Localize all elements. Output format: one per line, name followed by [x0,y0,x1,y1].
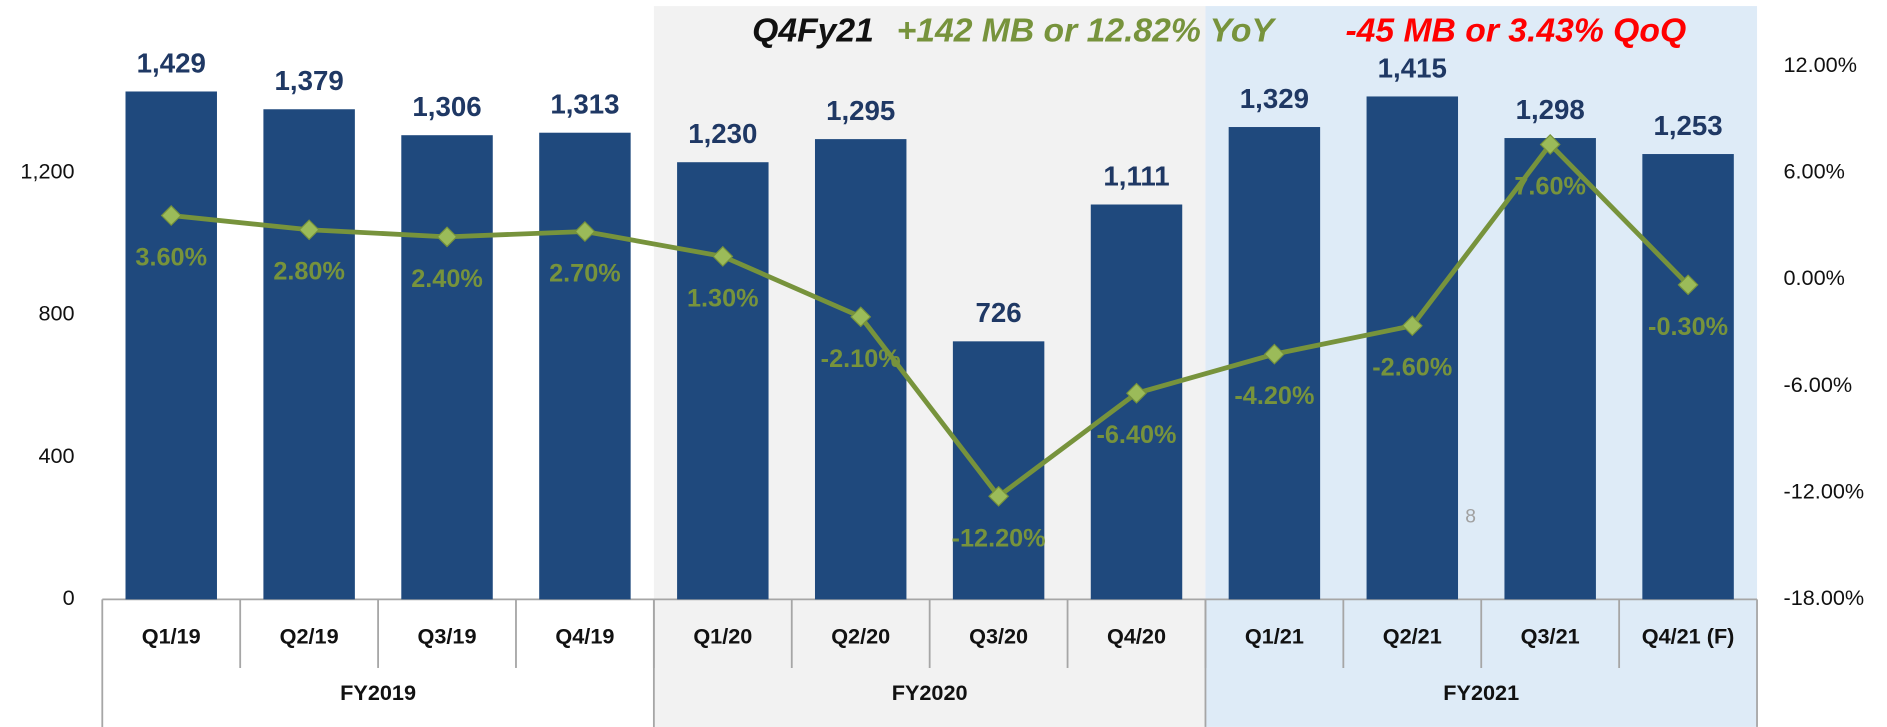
line-value-label: 7.60% [1514,172,1586,200]
line-value-label: 3.60% [135,244,207,272]
bar-value-label: 726 [976,297,1022,328]
y-tick-label: 800 [38,301,74,326]
bar [1504,138,1596,600]
y-tick-label: 1,200 [20,159,74,184]
bar-value-label: 1,379 [275,65,344,96]
x-tick-label: Q3/21 [1521,624,1580,649]
bar-value-label: 1,415 [1378,52,1447,83]
bar [952,341,1045,600]
line-value-label: -4.20% [1234,382,1314,410]
line-value-label: 1.30% [687,284,759,312]
bar-value-label: 1,429 [137,47,206,78]
x-tick-label: Q3/19 [418,624,477,649]
line-value-label: 2.70% [549,260,621,288]
y-tick-label: 400 [38,443,74,468]
group-label: FY2019 [340,680,416,705]
line-marker [1263,343,1285,365]
y-tick-label: 0 [63,585,75,610]
y2-tick-label: 12.00% [1784,52,1857,77]
bar [125,91,217,600]
x-tick-label: Q2/21 [1383,624,1442,649]
bar-value-label: 1,329 [1240,83,1309,114]
line-marker [298,219,320,241]
bar-value-label: 1,306 [412,91,481,122]
x-tick-label: Q4/21 (F) [1642,624,1735,649]
x-tick-label: Q1/21 [1245,624,1304,649]
y2-tick-label: -18.00% [1784,585,1865,610]
x-tick-label: Q4/20 [1107,624,1166,649]
x-tick-label: Q2/19 [280,624,339,649]
bar [263,109,355,600]
line [170,140,1690,500]
line-marker [1126,382,1147,404]
line-marker [574,221,596,242]
bar [677,162,769,600]
bar [539,132,631,600]
bar [1642,154,1734,600]
line-marker [160,205,182,227]
bar-value-label: 1,253 [1653,110,1722,141]
line-marker [850,306,872,328]
x-tick-label: Q2/20 [831,624,890,649]
bar-value-label: 1,313 [550,89,619,120]
x-tick-label: Q1/20 [693,624,752,649]
y2-tick-label: -6.00% [1784,372,1853,397]
bar-value-label: 1,230 [688,118,757,149]
page-number: 8 [1465,507,1476,528]
line-value-label: -2.60% [1372,354,1452,382]
line-value-label: 2.40% [411,265,483,293]
x-tick-label: Q1/19 [142,624,201,649]
bar [401,135,493,600]
line-value-label: -6.40% [1096,421,1176,449]
line-marker [988,485,1010,507]
y2-tick-label: -12.00% [1784,478,1865,503]
line-value-label: 2.80% [273,258,345,286]
line-value-label: -0.30% [1648,313,1728,341]
x-tick-label: Q4/19 [555,624,614,649]
line-marker [1401,315,1423,337]
bar [1366,96,1459,600]
group-label: FY2021 [1443,680,1519,705]
y2-tick-label: 6.00% [1784,159,1845,184]
line-marker [712,245,734,267]
line-value-label: -12.20% [952,524,1046,552]
bar-value-label: 1,111 [1103,160,1169,191]
line-marker [436,226,458,248]
bar-value-label: 1,298 [1516,94,1585,125]
y2-tick-label: 0.00% [1784,265,1845,290]
bar-value-label: 1,295 [826,95,895,126]
x-tick-label: Q3/20 [969,624,1028,649]
annotation: +142 MB or 12.82% YoY [897,12,1277,49]
line-value-label: -2.10% [821,345,901,373]
annotation: Q4Fy21 [752,12,874,49]
line-marker [1539,133,1561,155]
line-marker [1677,274,1699,296]
annotation: -45 MB or 3.43% QoQ [1345,12,1686,49]
group-label: FY2020 [892,680,968,705]
bar [814,139,907,600]
